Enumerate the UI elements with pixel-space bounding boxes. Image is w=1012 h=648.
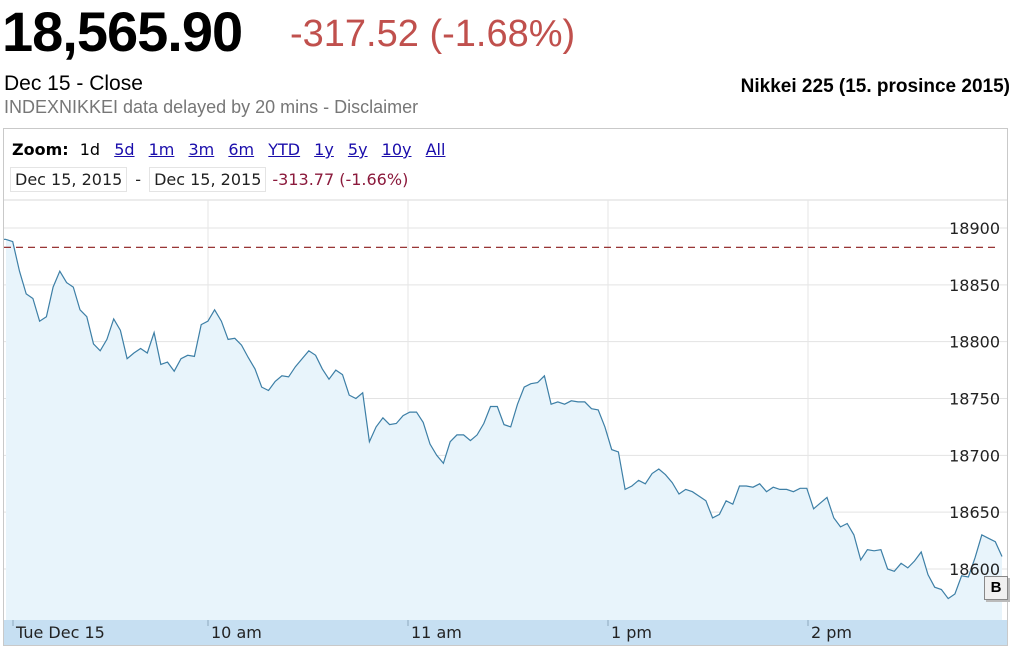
price-area [6,239,1002,620]
zoom-option-5d[interactable]: 5d [114,140,135,159]
zoom-option-all[interactable]: All [425,140,446,159]
x-tick-label: Tue Dec 15 [15,623,105,642]
zoom-option-1d[interactable]: 1d [79,140,101,159]
range-start-input[interactable]: Dec 15, 2015 [10,167,128,192]
y-tick-label: 18650 [949,503,1000,522]
price-value: 18,565.90 [2,0,243,63]
zoom-option-ytd[interactable]: YTD [268,140,301,159]
zoom-option-5y[interactable]: 5y [347,140,368,159]
y-tick-label: 18900 [949,219,1000,238]
range-change: -313.77 (-1.66%) [272,170,409,189]
zoom-option-6m[interactable]: 6m [228,140,255,159]
zoom-label: Zoom: [12,140,69,159]
y-tick-label: 18750 [949,390,1000,409]
marker-b-button[interactable]: B [984,576,1008,600]
y-tick-label: 18700 [949,446,1000,465]
y-tick-label: 18600 [949,560,1000,579]
zoom-option-10y[interactable]: 10y [381,140,412,159]
y-tick-label: 18850 [949,276,1000,295]
zoom-option-3m[interactable]: 3m [188,140,215,159]
range-end-input[interactable]: Dec 15, 2015 [149,167,267,192]
x-tick-label: 11 am [411,623,462,642]
chart-caption: Nikkei 225 (15. prosince 2015) [740,76,1010,97]
date-range-row: Dec 15, 2015 - Dec 15, 2015 -313.77 (-1.… [10,167,408,192]
x-tick-label: 10 am [211,623,262,642]
x-tick-label: 1 pm [611,623,652,642]
price-change: -317.52 (-1.68%) [290,13,576,55]
x-tick-label: 2 pm [811,623,852,642]
zoom-option-1y[interactable]: 1y [314,140,334,159]
y-tick-label: 18800 [949,333,1000,352]
range-separator: - [135,170,142,189]
price-line [5,238,1003,600]
zoom-option-1m[interactable]: 1m [148,140,175,159]
delayed-note: INDEXNIKKEI data delayed by 20 mins - Di… [4,97,419,117]
x-axis-band [4,620,1007,645]
close-label: Dec 15 - Close [4,72,143,95]
zoom-toolbar: Zoom: 1d 5d 1m 3m 6m YTD 1y 5y 10y All [12,140,454,159]
